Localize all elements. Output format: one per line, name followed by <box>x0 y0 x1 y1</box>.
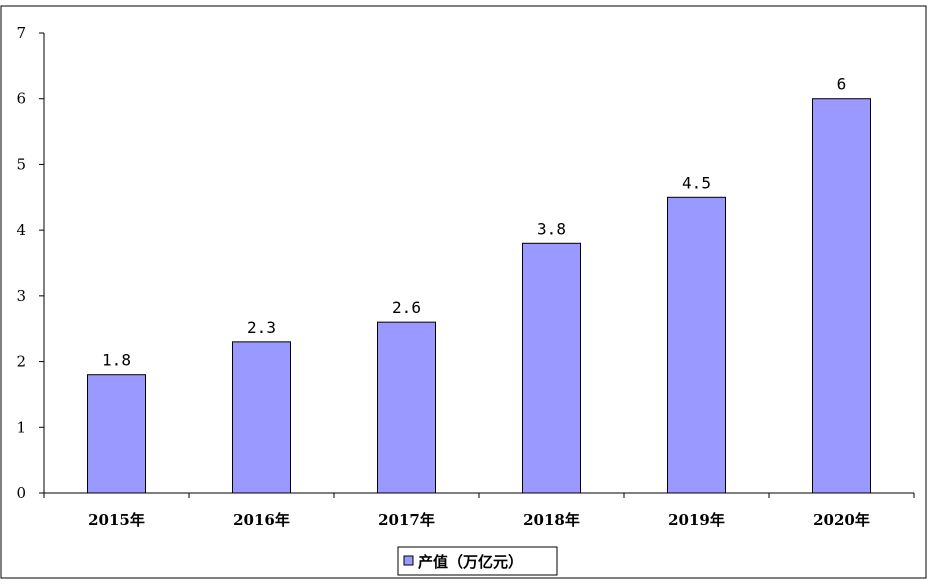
data-label: 2.3 <box>247 318 276 337</box>
data-label: 4.5 <box>682 173 711 192</box>
x-category-label: 2018年 <box>523 511 580 529</box>
data-labels-group: 1.8 2.3 2.6 3.8 4.5 6 <box>102 75 846 370</box>
data-label: 3.8 <box>537 219 566 238</box>
bar <box>812 98 871 494</box>
x-axis-ticks: 2015年 2016年 2017年 2018年 2019年 2020年 <box>43 493 915 529</box>
y-tick-label: 6 <box>16 90 26 108</box>
legend-swatch <box>403 555 414 566</box>
bar <box>232 341 291 494</box>
legend-label: 产值（万亿元） <box>418 553 523 571</box>
y-tick-label: 3 <box>16 287 26 305</box>
y-tick-label: 5 <box>16 155 26 173</box>
x-category-label: 2017年 <box>378 511 435 529</box>
y-axis-ticks: 0 1 2 3 4 5 6 7 <box>16 24 44 502</box>
data-label: 2.6 <box>392 298 421 317</box>
bar <box>522 242 581 494</box>
bars-group <box>87 98 871 494</box>
y-tick-label: 2 <box>16 353 26 371</box>
x-category-label: 2016年 <box>233 511 290 529</box>
data-label: 1.8 <box>102 351 131 370</box>
y-tick-label: 7 <box>16 24 26 42</box>
legend: 产值（万亿元） <box>397 546 558 576</box>
bar <box>87 374 146 494</box>
x-category-label: 2020年 <box>813 511 870 529</box>
chart-border <box>0 5 927 579</box>
bar <box>667 196 726 494</box>
y-tick-label: 0 <box>16 484 26 502</box>
y-tick-label: 4 <box>16 221 26 239</box>
data-label: 6 <box>837 75 847 94</box>
x-category-label: 2015年 <box>88 511 145 529</box>
x-category-label: 2019年 <box>668 511 725 529</box>
bar <box>377 321 436 494</box>
y-tick-label: 1 <box>16 418 26 436</box>
legend-box <box>397 546 558 576</box>
